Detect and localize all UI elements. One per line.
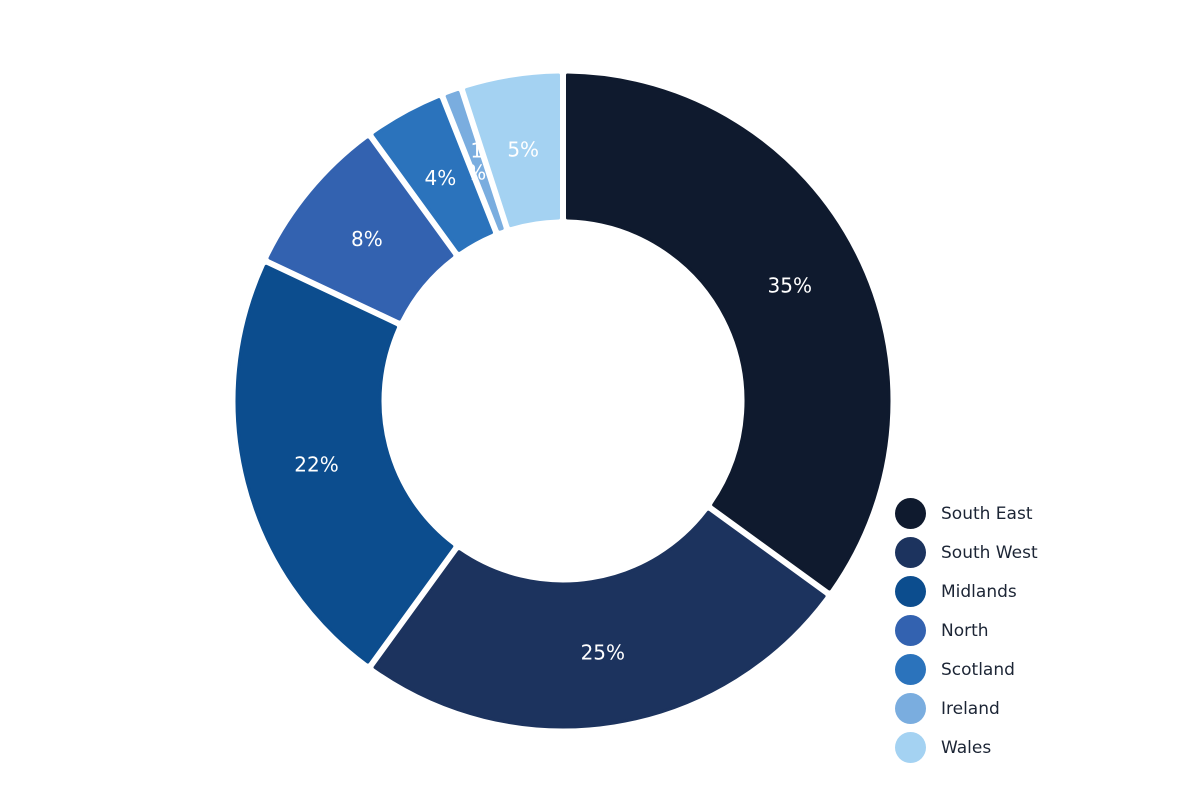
legend-swatch-icon — [895, 654, 926, 685]
legend-label: Midlands — [941, 581, 1017, 602]
legend-swatch-icon — [895, 537, 926, 568]
slice-label-south-west: 25% — [581, 640, 625, 664]
legend-label: South West — [941, 542, 1038, 563]
legend-label: North — [941, 620, 989, 641]
legend-label: Scotland — [941, 659, 1015, 680]
slice-scotland — [373, 98, 493, 252]
legend-item-south-west: South West — [895, 533, 1038, 572]
legend-item-wales: Wales — [895, 728, 1038, 767]
slice-label-scotland: 4% — [425, 166, 457, 190]
legend-swatch-icon — [895, 693, 926, 724]
legend-swatch-icon — [895, 576, 926, 607]
legend-item-north: North — [895, 611, 1038, 650]
legend-item-south-east: South East — [895, 494, 1038, 533]
legend-label: Wales — [941, 737, 992, 758]
slice-label-north: 8% — [351, 227, 383, 251]
slice-label-midlands: 22% — [294, 452, 338, 476]
slice-label-ireland: 1% — [467, 139, 486, 185]
slice-north — [268, 138, 454, 321]
legend-label: South East — [941, 503, 1033, 524]
legend-item-ireland: Ireland — [895, 689, 1038, 728]
legend-item-midlands: Midlands — [895, 572, 1038, 611]
slice-midlands — [235, 264, 454, 664]
slice-south-west — [373, 510, 826, 729]
chart-legend: South East South West Midlands North Scotlan… — [895, 494, 1038, 767]
legend-swatch-icon — [895, 498, 926, 529]
donut-slice-labels: 35% 25% 22% 8% 4% 1 % 5% — [294, 138, 812, 665]
legend-swatch-icon — [895, 615, 926, 646]
slice-wales — [465, 73, 560, 228]
legend-swatch-icon — [895, 732, 926, 763]
donut-slices — [235, 73, 891, 729]
slice-south-east — [566, 73, 891, 591]
legend-label: Ireland — [941, 698, 1000, 719]
slice-label-south-east: 35% — [768, 273, 812, 297]
legend-item-scotland: Scotland — [895, 650, 1038, 689]
slice-ireland — [445, 90, 504, 231]
slice-label-wales: 5% — [507, 138, 539, 162]
